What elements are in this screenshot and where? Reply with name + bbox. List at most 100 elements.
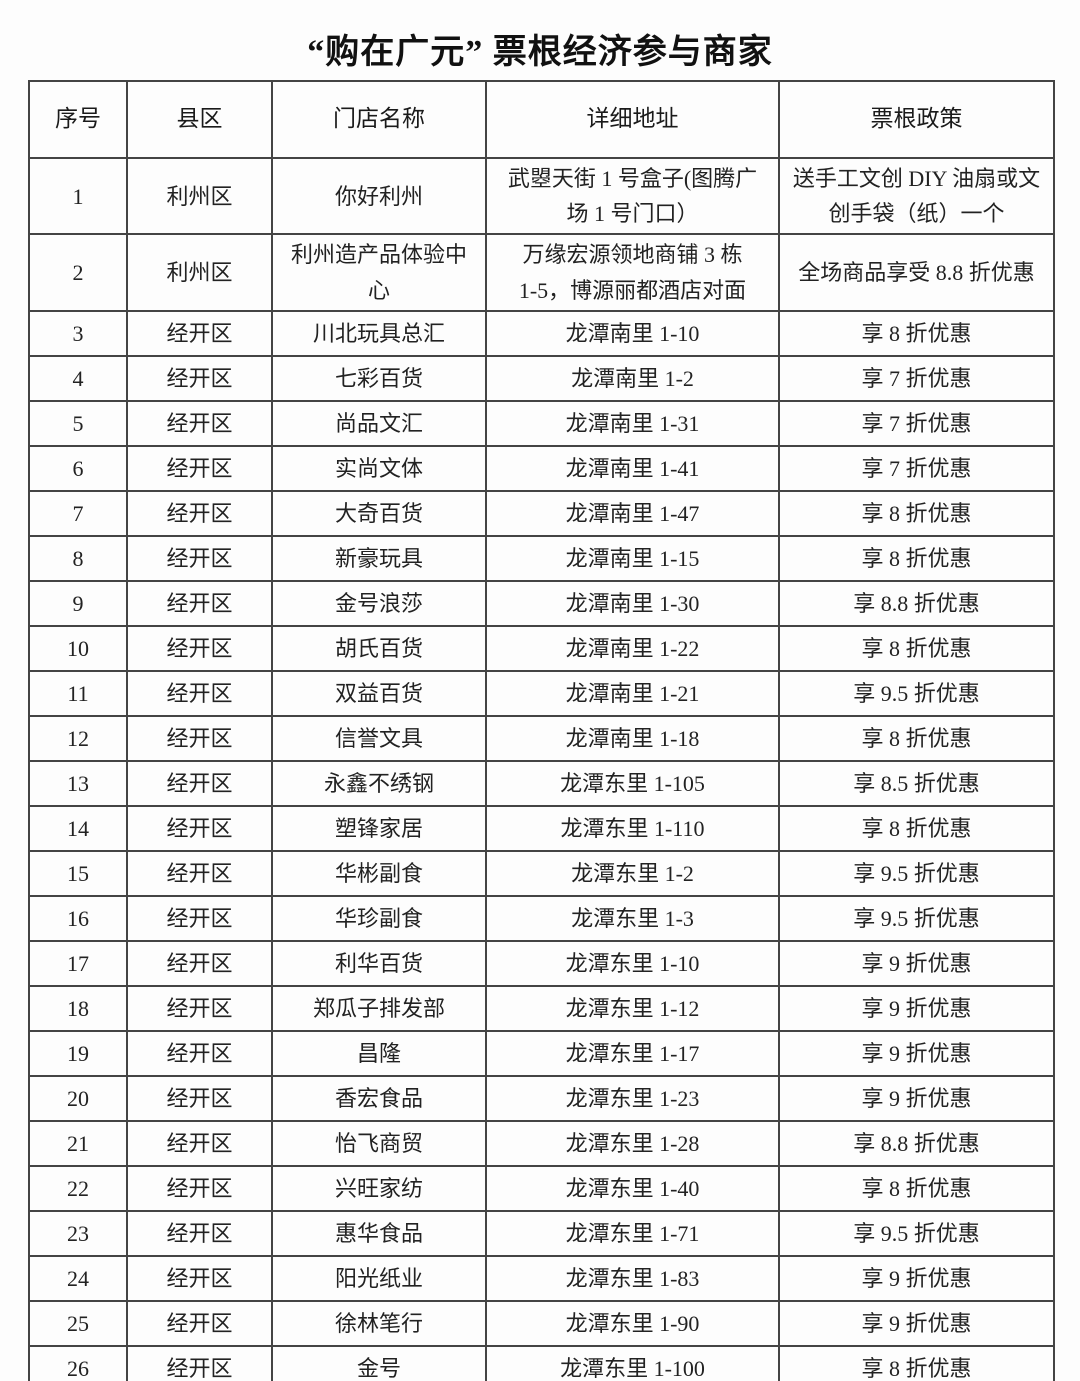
table-row: 7 经开区 大奇百货 龙潭南里 1-47 享 8 折优惠 xyxy=(28,489,1055,537)
cell-address: 龙潭东里 1-12 xyxy=(485,984,780,1032)
table-row: 25 经开区 徐林笔行 龙潭东里 1-90 享 9 折优惠 xyxy=(28,1299,1055,1347)
table-row: 23 经开区 惠华食品 龙潭东里 1-71 享 9.5 折优惠 xyxy=(28,1209,1055,1257)
cell-address: 龙潭南里 1-18 xyxy=(485,714,780,762)
cell-store: 新豪玩具 xyxy=(271,534,487,582)
cell-policy: 享 8 折优惠 xyxy=(778,804,1055,852)
cell-no: 15 xyxy=(28,849,128,897)
cell-policy: 享 9.5 折优惠 xyxy=(778,1209,1055,1257)
cell-policy: 享 8 折优惠 xyxy=(778,309,1055,357)
cell-store: 大奇百货 xyxy=(271,489,487,537)
cell-address: 龙潭东里 1-28 xyxy=(485,1119,780,1167)
table-row: 19 经开区 昌隆 龙潭东里 1-17 享 9 折优惠 xyxy=(28,1029,1055,1077)
cell-store: 金号 xyxy=(271,1344,487,1381)
header-policy: 票根政策 xyxy=(778,80,1055,159)
cell-policy: 享 9 折优惠 xyxy=(778,1074,1055,1122)
cell-no: 23 xyxy=(28,1209,128,1257)
cell-district: 经开区 xyxy=(126,714,273,762)
cell-store: 怡飞商贸 xyxy=(271,1119,487,1167)
cell-policy: 享 7 折优惠 xyxy=(778,399,1055,447)
cell-no: 20 xyxy=(28,1074,128,1122)
cell-district: 经开区 xyxy=(126,894,273,942)
table-row: 18 经开区 郑瓜子排发部 龙潭东里 1-12 享 9 折优惠 xyxy=(28,984,1055,1032)
table-row: 3 经开区 川北玩具总汇 龙潭南里 1-10 享 8 折优惠 xyxy=(28,309,1055,357)
cell-address: 龙潭东里 1-110 xyxy=(485,804,780,852)
cell-store: 兴旺家纺 xyxy=(271,1164,487,1212)
header-address: 详细地址 xyxy=(485,80,780,159)
table-row: 17 经开区 利华百货 龙潭东里 1-10 享 9 折优惠 xyxy=(28,939,1055,987)
merchants-table: 序号 县区 门店名称 详细地址 票根政策 1 利州区 你好利州 武曌天街 1 号盒子(… xyxy=(28,80,1055,1381)
cell-policy: 享 9.5 折优惠 xyxy=(778,669,1055,717)
cell-address: 万缘宏源领地商铺 3 栋 1-5，博源丽都酒店对面 xyxy=(485,233,780,312)
table-row: 20 经开区 香宏食品 龙潭东里 1-23 享 9 折优惠 xyxy=(28,1074,1055,1122)
cell-address: 龙潭东里 1-23 xyxy=(485,1074,780,1122)
table-body: 1 利州区 你好利州 武曌天街 1 号盒子(图腾广 场 1 号门口） 送手工文创 DIY… xyxy=(28,156,1055,1381)
cell-address: 武曌天街 1 号盒子(图腾广 场 1 号门口） xyxy=(485,156,780,236)
cell-address: 龙潭东里 1-71 xyxy=(485,1209,780,1257)
cell-no: 1 xyxy=(28,156,128,236)
cell-policy: 享 9 折优惠 xyxy=(778,1254,1055,1302)
cell-address: 龙潭南里 1-30 xyxy=(485,579,780,627)
cell-no: 4 xyxy=(28,354,128,402)
cell-policy: 享 8 折优惠 xyxy=(778,624,1055,672)
cell-store: 塑锋家居 xyxy=(271,804,487,852)
cell-address: 龙潭南里 1-31 xyxy=(485,399,780,447)
table-row: 8 经开区 新豪玩具 龙潭南里 1-15 享 8 折优惠 xyxy=(28,534,1055,582)
cell-no: 5 xyxy=(28,399,128,447)
cell-no: 14 xyxy=(28,804,128,852)
cell-policy: 享 8 折优惠 xyxy=(778,714,1055,762)
cell-no: 11 xyxy=(28,669,128,717)
cell-district: 经开区 xyxy=(126,354,273,402)
cell-no: 8 xyxy=(28,534,128,582)
header-district: 县区 xyxy=(126,80,273,159)
cell-district: 经开区 xyxy=(126,309,273,357)
cell-policy: 享 9 折优惠 xyxy=(778,1029,1055,1077)
cell-district: 经开区 xyxy=(126,1344,273,1381)
cell-policy: 享 8.5 折优惠 xyxy=(778,759,1055,807)
cell-store: 川北玩具总汇 xyxy=(271,309,487,357)
cell-policy: 享 9.5 折优惠 xyxy=(778,849,1055,897)
cell-no: 12 xyxy=(28,714,128,762)
cell-store: 香宏食品 xyxy=(271,1074,487,1122)
cell-district: 经开区 xyxy=(126,1074,273,1122)
cell-store: 信誉文具 xyxy=(271,714,487,762)
cell-store: 七彩百货 xyxy=(271,354,487,402)
cell-store: 华彬副食 xyxy=(271,849,487,897)
cell-policy: 享 9 折优惠 xyxy=(778,939,1055,987)
cell-no: 17 xyxy=(28,939,128,987)
cell-policy: 全场商品享受 8.8 折优惠 xyxy=(778,233,1055,312)
cell-store: 利州造产品体验中 心 xyxy=(271,233,487,312)
cell-store: 胡氏百货 xyxy=(271,624,487,672)
header-store: 门店名称 xyxy=(271,80,487,159)
cell-no: 18 xyxy=(28,984,128,1032)
cell-address: 龙潭东里 1-3 xyxy=(485,894,780,942)
cell-address: 龙潭南里 1-2 xyxy=(485,354,780,402)
page-title: “购在广元” 票根经济参与商家 xyxy=(307,34,773,71)
table-row: 26 经开区 金号 龙潭东里 1-100 享 8 折优惠 xyxy=(28,1344,1055,1381)
cell-no: 10 xyxy=(28,624,128,672)
cell-address: 龙潭东里 1-105 xyxy=(485,759,780,807)
cell-district: 经开区 xyxy=(126,759,273,807)
table-row: 4 经开区 七彩百货 龙潭南里 1-2 享 7 折优惠 xyxy=(28,354,1055,402)
cell-district: 经开区 xyxy=(126,489,273,537)
cell-district: 利州区 xyxy=(126,233,273,312)
cell-policy: 享 8.8 折优惠 xyxy=(778,1119,1055,1167)
cell-district: 经开区 xyxy=(126,669,273,717)
cell-no: 7 xyxy=(28,489,128,537)
cell-store: 你好利州 xyxy=(271,156,487,236)
cell-address: 龙潭南里 1-21 xyxy=(485,669,780,717)
cell-district: 利州区 xyxy=(126,156,273,236)
cell-district: 经开区 xyxy=(126,804,273,852)
cell-district: 经开区 xyxy=(126,1299,273,1347)
table-row: 2 利州区 利州造产品体验中 心万缘宏源领地商铺 3 栋 1-5，博源丽都酒店对面全… xyxy=(28,233,1055,312)
table-row: 5 经开区 尚品文汇 龙潭南里 1-31 享 7 折优惠 xyxy=(28,399,1055,447)
cell-store: 阳光纸业 xyxy=(271,1254,487,1302)
cell-store: 金号浪莎 xyxy=(271,579,487,627)
cell-address: 龙潭东里 1-17 xyxy=(485,1029,780,1077)
cell-no: 25 xyxy=(28,1299,128,1347)
table-row: 9 经开区 金号浪莎 龙潭南里 1-30 享 8.8 折优惠 xyxy=(28,579,1055,627)
cell-policy: 享 7 折优惠 xyxy=(778,354,1055,402)
table-row: 11 经开区 双益百货 龙潭南里 1-21 享 9.5 折优惠 xyxy=(28,669,1055,717)
cell-policy: 享 7 折优惠 xyxy=(778,444,1055,492)
cell-policy: 享 8 折优惠 xyxy=(778,534,1055,582)
cell-store: 郑瓜子排发部 xyxy=(271,984,487,1032)
